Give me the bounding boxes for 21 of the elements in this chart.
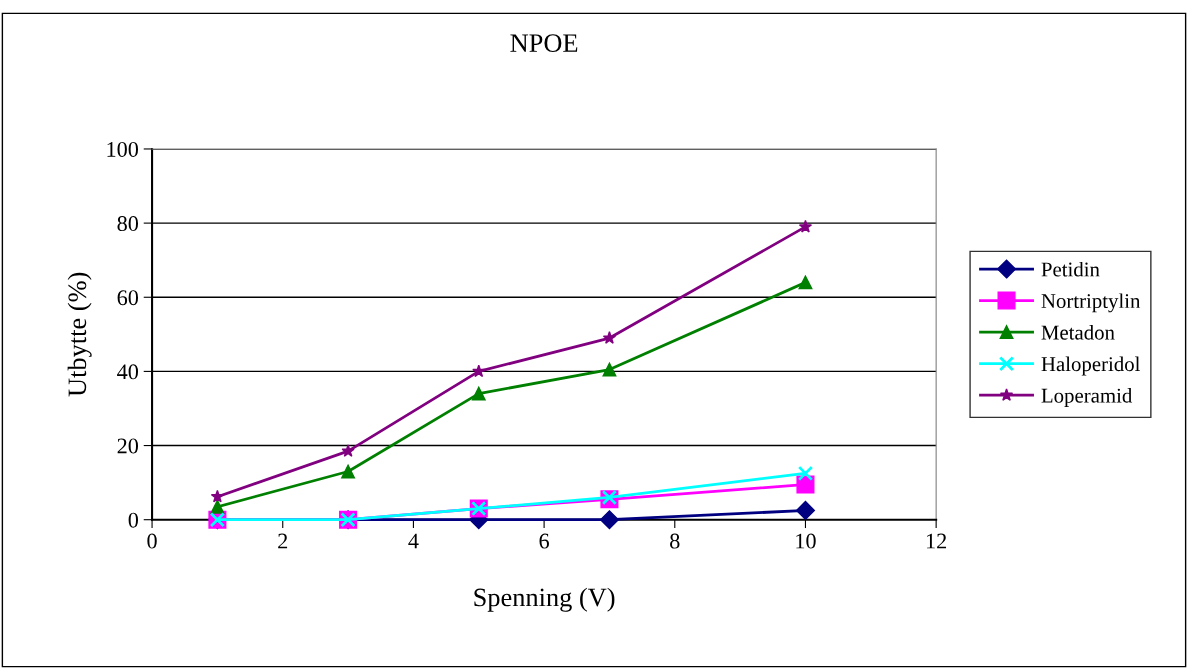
y-tick-label: 20 <box>117 438 139 454</box>
x-tick-label: 6 <box>539 533 549 549</box>
x-tick-label: 2 <box>278 533 288 549</box>
x-tick-label: 0 <box>147 533 157 549</box>
legend-label: Haloperidol <box>1041 356 1141 376</box>
chart-title: NPOE <box>510 34 578 52</box>
legend-label: Loperamid <box>1041 388 1133 407</box>
y-tick-label: 80 <box>117 216 139 232</box>
x-tick-label: 12 <box>926 533 947 549</box>
legend-label: Nortriptylin <box>1041 293 1141 313</box>
y-tick-label: 40 <box>117 364 139 380</box>
y-axis-title: Utbytte (%) <box>67 272 92 397</box>
y-tick-label: 100 <box>107 141 139 157</box>
legend-label: Petidin <box>1041 261 1100 277</box>
y-tick-label: 0 <box>128 512 139 528</box>
y-tick-label: 60 <box>117 290 139 306</box>
legend-label: Metadon <box>1041 324 1115 340</box>
x-tick-label: 8 <box>670 533 680 549</box>
x-axis-title: Spenning (V) <box>474 587 615 612</box>
x-tick-label: 10 <box>796 533 816 549</box>
x-tick-label: 4 <box>408 533 419 549</box>
